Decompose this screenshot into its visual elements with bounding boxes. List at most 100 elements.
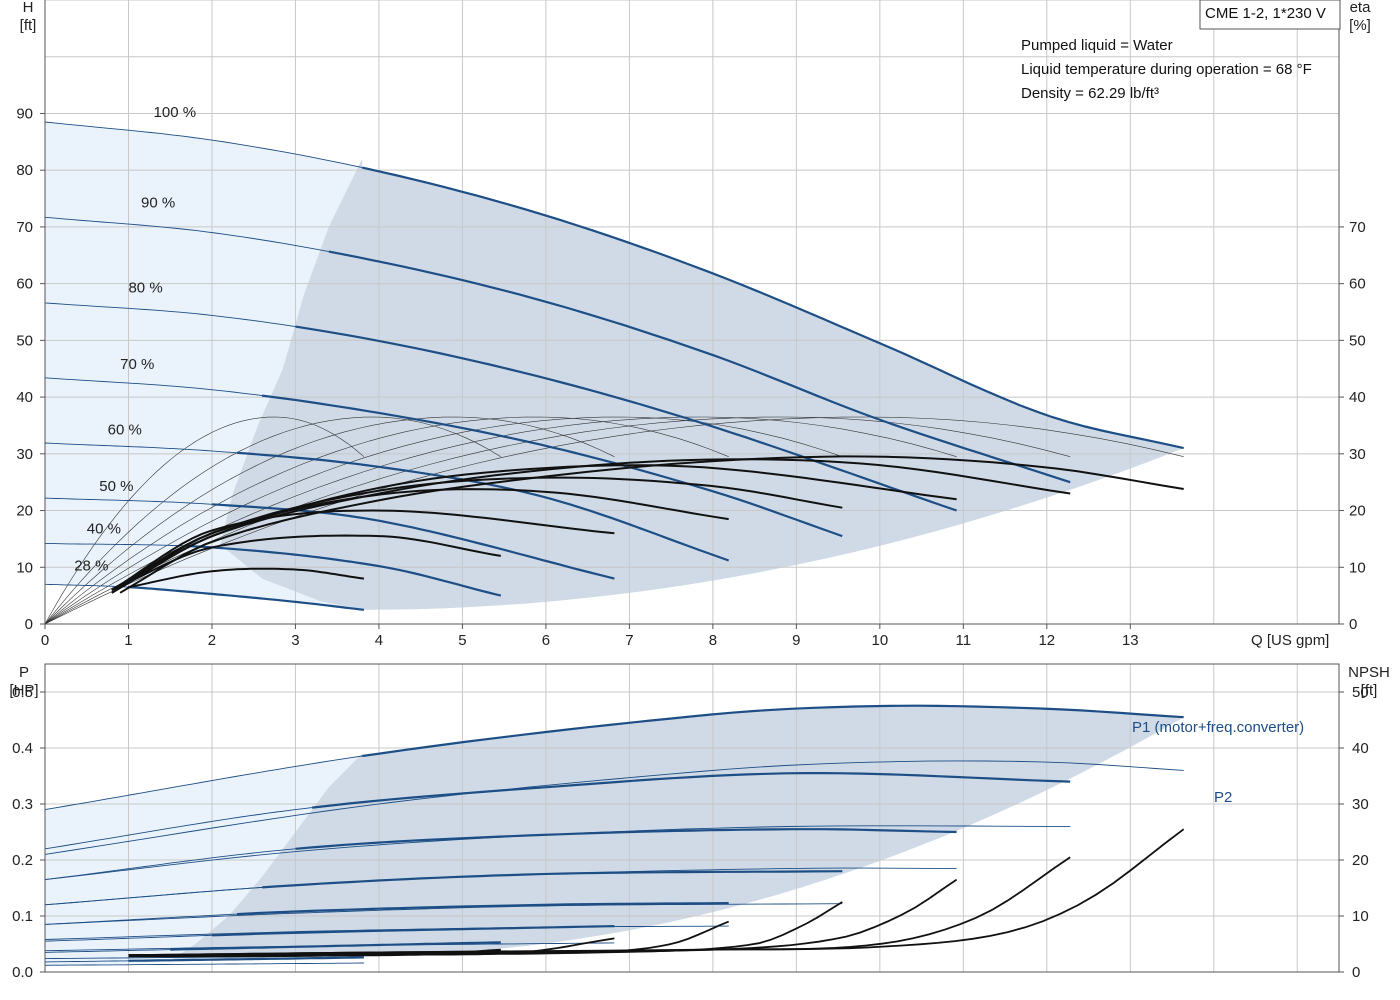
eta-axis-label-unit: [%]: [1349, 17, 1371, 34]
head-curve-100pct: [361, 166, 1184, 450]
flow-tick-label: 7: [625, 632, 633, 649]
flow-tick-label: 4: [375, 632, 383, 649]
speed-label: 40 %: [87, 521, 121, 538]
head-curve-50pct: [211, 503, 615, 580]
head-curve-28pct: [128, 586, 365, 611]
flow-tick-label: 5: [458, 632, 466, 649]
eta-reference-curve: [44, 416, 1184, 625]
power-panel-frame: [44, 663, 1340, 973]
p2-curve-label: P2: [1214, 789, 1232, 806]
npsh-tick-label: 50: [1352, 684, 1369, 701]
eta-tick-label: 20: [1349, 503, 1366, 520]
head-curve-40pct: [186, 544, 502, 597]
head-tick-label: 80: [16, 162, 33, 179]
head-chart-panel: 100 %90 %80 %70 %60 %50 %40 %28 %0102030…: [16, 0, 1366, 649]
chart-title: CME 1-2, 1*230 V: [1205, 5, 1326, 22]
eta-tick-label: 50: [1349, 332, 1366, 349]
head-curve-thin-100pct: [44, 121, 363, 169]
head-curve-80pct: [295, 325, 957, 512]
efficiency-curve-40pct: [111, 534, 501, 591]
eta-tick-label: 0: [1349, 616, 1357, 633]
eta-reference-curve: [44, 416, 365, 625]
speed-label: 80 %: [128, 280, 162, 297]
annotation-temperature: Liquid temperature during operation = 68…: [1021, 61, 1312, 78]
eta-tick-label: 60: [1349, 276, 1366, 293]
speed-label: 28 %: [74, 558, 108, 575]
eta-reference-curve: [44, 416, 615, 625]
head-curve-70pct: [261, 394, 843, 538]
flow-tick-label: 1: [124, 632, 132, 649]
eta-reference-curve: [44, 416, 501, 625]
annotation-density: Density = 62.29 lb/ft³: [1021, 85, 1159, 102]
p1-curve-label: P1 (motor+freq.converter): [1132, 719, 1304, 736]
efficiency-curve-50pct: [111, 509, 615, 591]
p1-curve-thin-70pct: [44, 886, 263, 906]
p1-curve-thin-50pct: [44, 934, 213, 942]
p1-curve-80pct: [295, 828, 957, 850]
eta-tick-label: 40: [1349, 389, 1366, 406]
p1-curve-thin-80pct: [44, 848, 296, 881]
head-tick-label: 10: [16, 559, 33, 576]
speed-label: 60 %: [108, 421, 142, 438]
speed-label: 50 %: [99, 478, 133, 495]
head-tick-label: 0: [25, 616, 33, 633]
head-curve-thin-90pct: [44, 216, 329, 253]
npsh-tick-label: 20: [1352, 852, 1369, 869]
title-box: [1199, 0, 1341, 30]
efficiency-curve-60pct: [111, 488, 729, 591]
power-region-dark: [170, 705, 1184, 961]
head-tick-label: 70: [16, 219, 33, 236]
p1-curve-60pct: [236, 902, 729, 916]
head-tick-label: 60: [16, 276, 33, 293]
npsh-axis-label-unit: [ft]: [1361, 682, 1378, 699]
npsh-tick-label: 40: [1352, 740, 1369, 757]
head-curve-thin-40pct: [44, 542, 187, 547]
p2-curve-70pct: [44, 903, 843, 925]
eta-tick-label: 30: [1349, 446, 1366, 463]
flow-tick-label: 6: [542, 632, 550, 649]
power-tick-label: 0.3: [12, 796, 33, 813]
flow-tick-label: 10: [871, 632, 888, 649]
p1-curve-thin-40pct: [44, 949, 171, 953]
head-tick-label: 50: [16, 332, 33, 349]
npsh-curve-28pct: [128, 954, 364, 958]
p1-curve-70pct: [262, 870, 843, 889]
head-curve-thin-60pct: [44, 442, 238, 454]
power-tick-label: 0.4: [12, 740, 33, 757]
p1-curve-50pct: [211, 925, 615, 937]
head-curve-thin-50pct: [44, 497, 213, 505]
p1-curve-thin-90pct: [44, 807, 313, 850]
head-axis-label-top: H: [23, 0, 34, 16]
head-curve-90pct: [328, 250, 1071, 484]
p1-curve-thin-100pct: [44, 755, 363, 811]
npsh-axis-label-top: NPSH: [1348, 664, 1390, 681]
power-npsh-chart-panel: 0.0 0.1 0.2 0.3 0.4 0.5 0 10 20 30 40 50: [12, 663, 1369, 981]
flow-tick-label: 0: [41, 632, 49, 649]
head-curve-thin-70pct: [44, 377, 263, 397]
p1-curve-100pct: [362, 704, 1184, 758]
eta-reference-curve: [44, 416, 843, 625]
head-tick-label: 20: [16, 503, 33, 520]
eta-axis-label-top: eta: [1350, 0, 1372, 16]
power-tick-label: 0.5: [12, 684, 33, 701]
p1-curve-thin-60pct: [44, 913, 238, 925]
head-tick-label: 90: [16, 105, 33, 122]
power-axis-label-unit: [HP]: [9, 682, 38, 699]
power-tick-label: 0.2: [12, 852, 33, 869]
annotation-liquid: Pumped liquid = Water: [1021, 37, 1173, 54]
p2-curve-100pct: [44, 760, 1184, 855]
npsh-tick-label: 0: [1352, 964, 1360, 981]
power-axis-label-top: P: [19, 664, 29, 681]
head-curve-thin-28pct: [44, 583, 129, 588]
head-tick-label: 30: [16, 446, 33, 463]
npsh-tick-label: 30: [1352, 796, 1369, 813]
eta-tick-label: 10: [1349, 559, 1366, 576]
p1-curve-thin-28pct: [45, 960, 129, 963]
speed-label: 70 %: [120, 356, 154, 373]
p1-curve-40pct: [170, 941, 501, 951]
eta-reference-curve: [44, 416, 1071, 625]
head-curve-thin-80pct: [44, 302, 296, 328]
flow-tick-label: 12: [1038, 632, 1055, 649]
p1-curve-28pct: [128, 956, 364, 962]
p1-curve-90pct: [311, 772, 1071, 809]
